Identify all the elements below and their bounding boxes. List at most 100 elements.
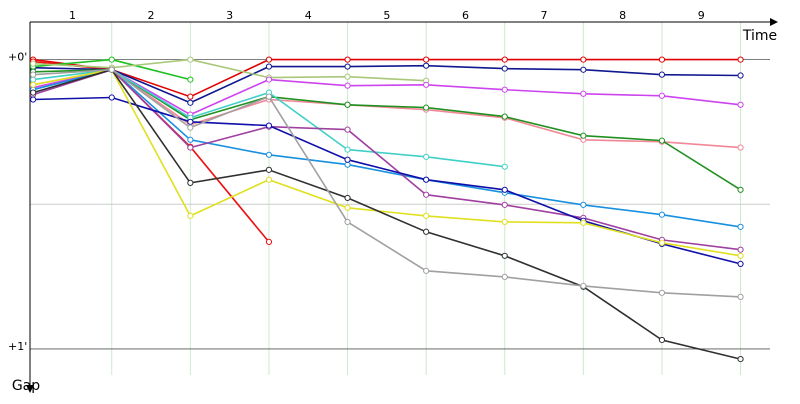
point <box>344 146 351 153</box>
x-axis-arrow <box>770 18 778 26</box>
point <box>658 336 666 344</box>
point <box>501 163 508 170</box>
point <box>737 293 744 300</box>
point <box>30 81 37 88</box>
point <box>580 66 587 73</box>
point <box>187 118 194 125</box>
point <box>501 201 508 208</box>
point <box>187 99 194 106</box>
point <box>344 126 351 133</box>
point <box>423 56 430 63</box>
point <box>187 179 194 186</box>
point <box>187 124 194 131</box>
point <box>737 101 744 108</box>
x-tick-label: 2 <box>148 9 155 22</box>
point <box>658 289 666 296</box>
x-tick-label: 6 <box>462 9 469 22</box>
point <box>501 65 508 72</box>
point <box>658 137 666 144</box>
point <box>265 238 273 246</box>
series-line <box>32 58 741 98</box>
series-line <box>33 68 742 191</box>
point <box>501 273 508 281</box>
point <box>187 93 194 100</box>
point <box>265 63 273 70</box>
point <box>423 267 430 274</box>
point <box>580 56 587 63</box>
x-tick-label: 8 <box>619 9 626 22</box>
point <box>344 156 351 163</box>
point <box>108 56 115 63</box>
point <box>423 212 430 219</box>
series-line <box>33 60 270 243</box>
point <box>344 218 351 226</box>
point <box>737 144 744 151</box>
point <box>108 66 115 73</box>
point <box>265 151 273 158</box>
point <box>187 144 194 151</box>
point <box>737 355 744 363</box>
y-axis-arrow <box>26 385 34 393</box>
point <box>658 92 666 99</box>
point <box>265 93 273 100</box>
point <box>187 136 194 143</box>
point <box>737 246 744 253</box>
point <box>30 89 37 96</box>
point <box>344 82 351 89</box>
point <box>501 56 508 63</box>
series-line <box>32 68 741 149</box>
point <box>501 252 508 259</box>
y-axis-label: Gap <box>12 378 40 394</box>
point <box>658 211 666 218</box>
point <box>30 60 37 67</box>
point <box>344 56 351 63</box>
point <box>187 56 194 63</box>
point <box>423 153 430 160</box>
point <box>344 63 351 70</box>
point <box>265 56 273 63</box>
point <box>737 260 744 267</box>
series-line <box>32 68 741 360</box>
point <box>737 186 744 193</box>
x-tick-label: 3 <box>226 9 233 22</box>
x-tick-label: 5 <box>383 9 390 22</box>
point <box>737 252 744 259</box>
point <box>737 72 744 79</box>
series-line <box>33 58 427 82</box>
point <box>30 96 37 103</box>
point <box>265 176 273 183</box>
point <box>737 223 744 230</box>
point <box>423 176 430 183</box>
x-tick-label: 7 <box>541 9 548 22</box>
point <box>344 101 351 108</box>
point <box>501 113 508 120</box>
point <box>423 62 430 69</box>
series-line <box>32 68 741 116</box>
point <box>265 76 273 83</box>
point <box>423 81 430 88</box>
y-tick-label: +0' <box>8 51 27 64</box>
point <box>737 56 744 63</box>
point <box>580 282 587 289</box>
point <box>344 194 351 202</box>
x-axis-label: Time <box>742 28 777 44</box>
series-line <box>33 68 741 298</box>
x-tick-label: 9 <box>698 9 705 22</box>
point <box>580 201 587 208</box>
series-line <box>32 68 741 228</box>
point <box>658 71 666 78</box>
point <box>423 228 430 235</box>
series-line <box>33 64 741 104</box>
point <box>108 94 115 101</box>
x-tick-label: 1 <box>69 9 76 22</box>
point <box>265 166 273 173</box>
point <box>30 71 37 78</box>
point <box>344 204 351 211</box>
point <box>423 191 430 198</box>
y-tick-label: +1' <box>8 340 27 353</box>
point <box>501 218 508 226</box>
point <box>344 73 351 80</box>
point <box>265 122 273 129</box>
